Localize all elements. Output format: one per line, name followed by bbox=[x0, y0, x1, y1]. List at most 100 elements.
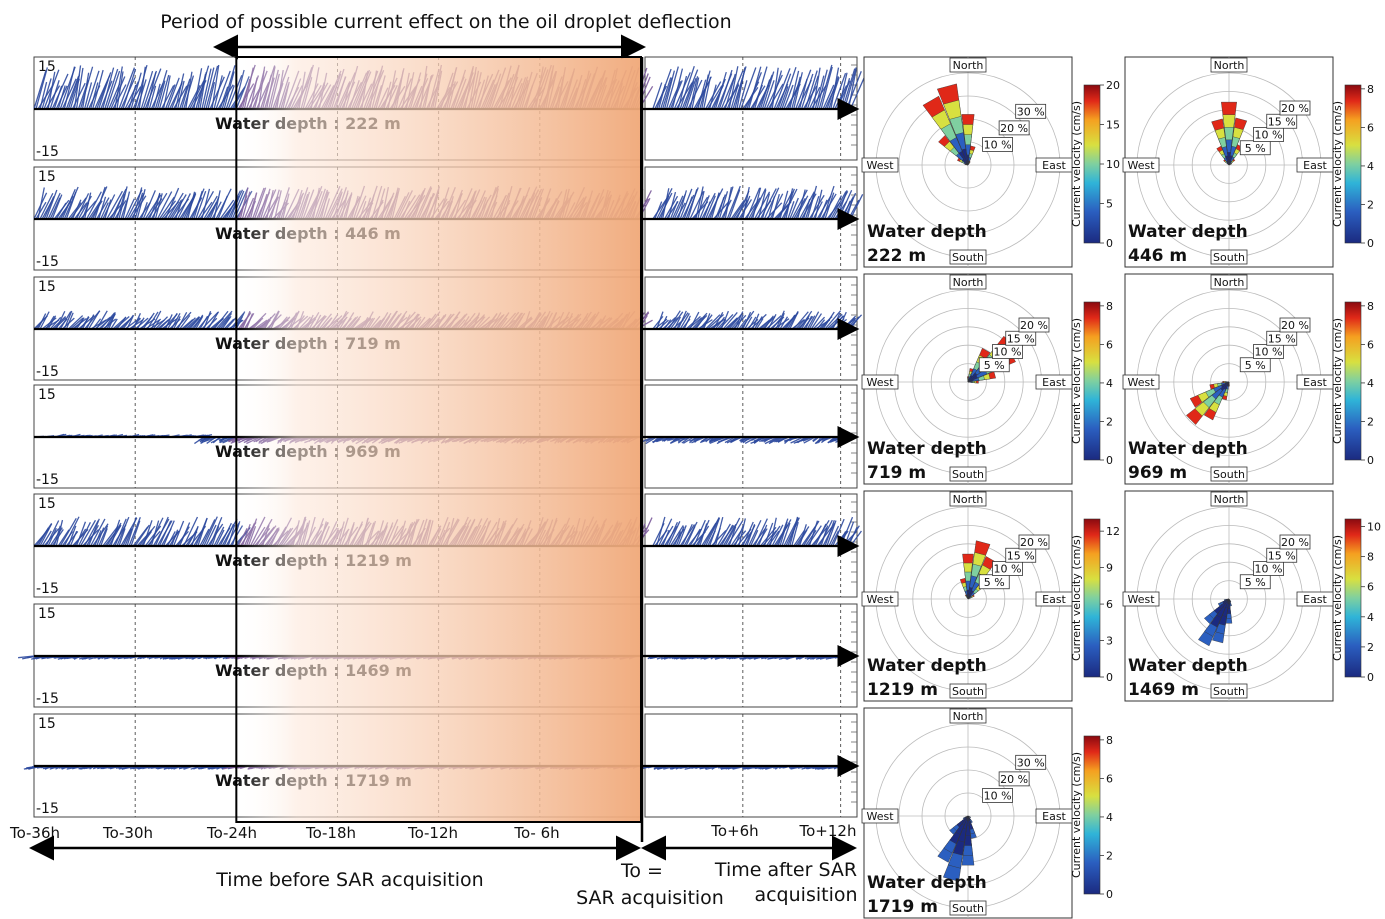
compass-label: West bbox=[866, 376, 894, 389]
stick bbox=[223, 318, 235, 330]
compass-box bbox=[861, 808, 899, 824]
stick bbox=[791, 189, 808, 220]
stick bbox=[814, 75, 825, 110]
stick bbox=[164, 84, 176, 110]
colorbar-label: Current velocity (cm/s) bbox=[1070, 752, 1083, 878]
stick bbox=[742, 187, 750, 220]
ring-label: 30 % bbox=[1017, 756, 1045, 769]
stick bbox=[724, 517, 741, 547]
ring-label-box bbox=[998, 771, 1030, 787]
stick bbox=[673, 531, 682, 547]
stick bbox=[211, 64, 220, 110]
stick bbox=[730, 83, 740, 110]
stick bbox=[654, 201, 663, 220]
stick bbox=[57, 529, 70, 547]
stick bbox=[793, 72, 803, 110]
stick bbox=[110, 519, 121, 547]
stick bbox=[217, 195, 228, 220]
ring-label: 15 % bbox=[1268, 115, 1296, 128]
ring-label: 15 % bbox=[1268, 549, 1296, 562]
stick bbox=[714, 516, 724, 547]
stick bbox=[763, 187, 780, 220]
stick bbox=[818, 64, 833, 110]
time-after-label-1: Time after SAR bbox=[714, 859, 857, 881]
stick bbox=[675, 526, 685, 547]
stick bbox=[777, 191, 794, 220]
stick bbox=[106, 522, 122, 547]
colorbar-tick-label: 2 bbox=[1367, 641, 1374, 654]
stick bbox=[810, 313, 823, 330]
stick bbox=[215, 529, 225, 547]
stick bbox=[677, 525, 687, 547]
compass-label: East bbox=[1042, 159, 1066, 172]
compass-box bbox=[1210, 466, 1248, 482]
time-after-label-2: acquisition bbox=[754, 884, 857, 906]
stick bbox=[697, 79, 707, 110]
stick bbox=[134, 317, 149, 330]
stick bbox=[738, 518, 746, 547]
stick bbox=[834, 85, 848, 110]
stick bbox=[177, 311, 188, 330]
compass-box bbox=[949, 683, 987, 699]
xtick-label: To+12h bbox=[799, 822, 857, 840]
stick bbox=[677, 75, 688, 110]
stick bbox=[771, 318, 782, 330]
ring-label-box bbox=[998, 120, 1030, 136]
stick bbox=[664, 319, 672, 330]
stick bbox=[207, 311, 220, 330]
stick bbox=[759, 188, 777, 220]
stick bbox=[791, 76, 801, 110]
stick bbox=[132, 187, 143, 220]
stick bbox=[740, 67, 757, 110]
stick bbox=[748, 316, 757, 330]
ring-label-box bbox=[982, 137, 1013, 152]
colorbar-tick-label: 0 bbox=[1106, 454, 1113, 467]
colorbar-tick-label: 9 bbox=[1106, 562, 1113, 575]
stick bbox=[755, 318, 764, 330]
stick bbox=[86, 191, 102, 220]
stick bbox=[783, 84, 794, 110]
colorbar-tick-label: 8 bbox=[1367, 551, 1374, 564]
stick bbox=[691, 77, 700, 110]
stick bbox=[795, 69, 812, 110]
compass-label: East bbox=[1042, 810, 1066, 823]
colorbar-tick-label: 4 bbox=[1367, 377, 1374, 390]
stick bbox=[166, 192, 184, 220]
stick bbox=[154, 516, 169, 547]
compass-box bbox=[1210, 274, 1248, 290]
stick bbox=[47, 192, 61, 220]
compass-box bbox=[949, 249, 987, 265]
compass-label: South bbox=[952, 685, 984, 698]
stick bbox=[124, 528, 133, 547]
stick bbox=[88, 202, 101, 220]
stick bbox=[83, 192, 92, 220]
stick bbox=[806, 185, 818, 220]
stick bbox=[140, 70, 154, 110]
stick bbox=[656, 311, 664, 330]
stick bbox=[185, 316, 200, 330]
ring-label: 10 % bbox=[1255, 563, 1283, 576]
colorbar-label: Current velocity (cm/s) bbox=[1331, 101, 1344, 227]
stick bbox=[193, 314, 204, 330]
xtick-label: To+6h bbox=[710, 822, 758, 840]
stick bbox=[112, 199, 122, 220]
stick bbox=[705, 195, 716, 220]
colorbar-tick-label: 6 bbox=[1106, 338, 1113, 351]
stick bbox=[122, 191, 131, 220]
stick bbox=[795, 319, 806, 330]
stick bbox=[669, 311, 684, 330]
stick bbox=[826, 313, 843, 330]
rose-depth-value: 969 m bbox=[1128, 463, 1187, 483]
stick bbox=[55, 310, 66, 330]
compass-box bbox=[1122, 591, 1160, 607]
stick bbox=[175, 199, 183, 220]
rose-depth-label: Water depth bbox=[1128, 656, 1248, 676]
stick bbox=[777, 312, 785, 330]
colorbar-tick-label: 0 bbox=[1367, 454, 1374, 467]
colorbar-tick-label: 8 bbox=[1106, 300, 1113, 313]
stick bbox=[142, 520, 153, 547]
stick bbox=[126, 315, 135, 330]
stick bbox=[47, 71, 56, 110]
stick bbox=[826, 520, 837, 547]
stick bbox=[55, 519, 64, 547]
